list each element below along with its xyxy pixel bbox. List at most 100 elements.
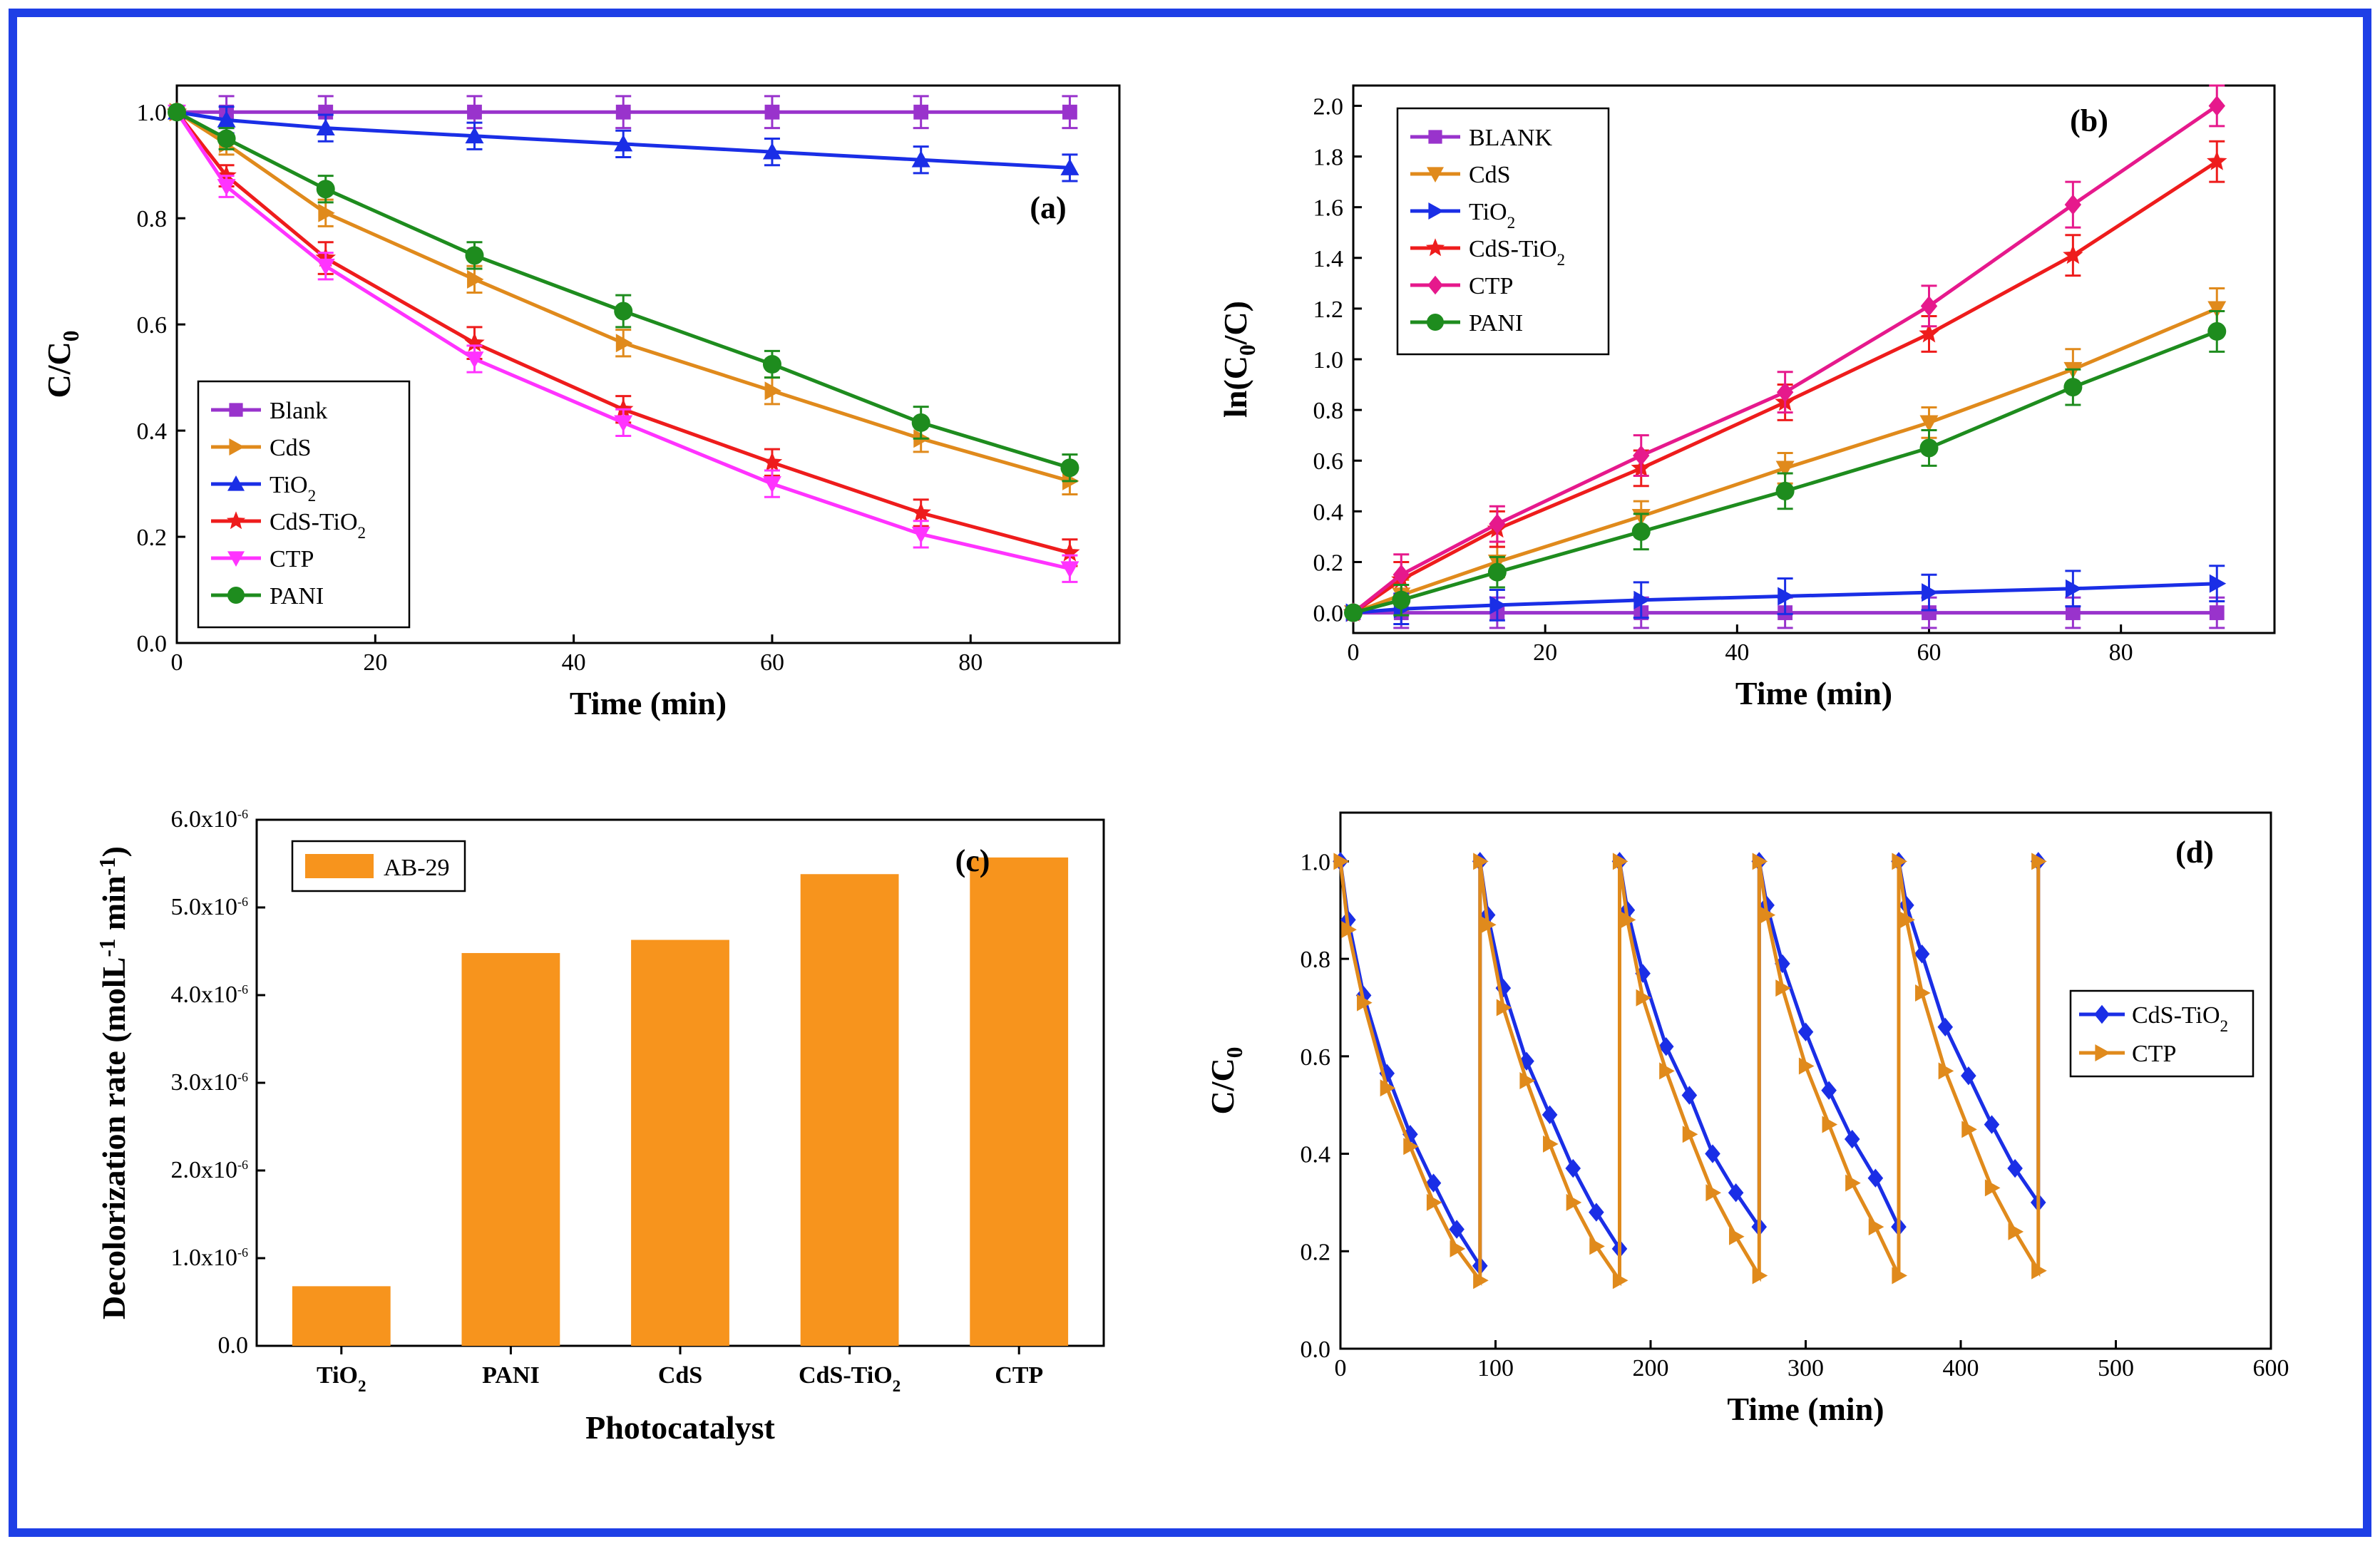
text-span: O: [873, 1362, 892, 1389]
x-tick-label: 0: [171, 649, 183, 676]
y-axis-label: ln(C0/C): [1217, 301, 1260, 418]
text-span: 1.0x10: [171, 1245, 238, 1271]
legend-a: [197, 380, 411, 629]
text-span: CdS-Ti: [799, 1362, 873, 1389]
legend-label: AB-29: [384, 855, 450, 881]
data-point: [1344, 603, 1363, 622]
x-tick-label: 200: [1633, 1355, 1669, 1381]
x-tick-label: 0: [1348, 639, 1360, 666]
text-span: -1: [95, 857, 120, 875]
y-tick-label: 1.0: [1313, 347, 1344, 374]
y-tick-label: 0.0: [218, 1332, 249, 1359]
y-axis-label: Decolorization rate (molL-1 min-1): [95, 846, 132, 1319]
series-line-CdS-TiO2: [175, 110, 1071, 555]
legend-label: CdS-TiO2: [270, 509, 366, 542]
data-point: [1705, 1144, 1720, 1163]
panel-b: 0 20 40 60 800.00.20.40.60.81.01.21.41.61.82…: [1217, 84, 2276, 711]
text-span: -6: [237, 895, 248, 909]
data-point: [1450, 1240, 1466, 1257]
data-point: [1892, 853, 1907, 870]
data-point: [1633, 445, 1650, 466]
plot-frame: [175, 84, 1121, 644]
data-point: [1797, 1022, 1814, 1041]
x-tick-label: 400: [1943, 1355, 1979, 1381]
data-point: [467, 104, 482, 120]
y-axis-label: C/C0: [1204, 1047, 1247, 1115]
data-point: [2207, 301, 2227, 318]
text-span: -6: [237, 807, 248, 821]
text-span: O: [1489, 199, 1507, 225]
data-point: [1449, 1220, 1465, 1239]
legend-marker: [2095, 1044, 2110, 1061]
x-tick-label: 20: [363, 649, 387, 676]
text-span: C: [1204, 1058, 1241, 1081]
y-tick-label: 3.0x10-6: [171, 1069, 249, 1096]
text-span: ): [96, 846, 132, 857]
bar-CdS-TiO2: [800, 874, 899, 1346]
data-point: [1060, 542, 1080, 562]
text-span: ln(: [1217, 379, 1253, 418]
text-span: -6: [237, 982, 248, 997]
text-span: PANI: [270, 583, 324, 609]
text-span: O: [339, 1362, 358, 1389]
text-span: 2: [1557, 251, 1566, 269]
data-point: [1867, 1168, 1884, 1188]
data-point: [1984, 1179, 2001, 1197]
data-point: [1937, 1017, 1954, 1036]
text-span: 4.0x10: [171, 982, 238, 1008]
x-tick-label: 20: [1533, 639, 1557, 666]
legend-marker: [1425, 238, 1445, 257]
text-span: 2: [308, 487, 317, 505]
data-point: [1922, 605, 1937, 620]
series-line-CTP: [1352, 104, 2218, 614]
text-span: CTP: [995, 1362, 1043, 1389]
text-span: CdS-Ti: [1469, 236, 1539, 262]
data-point: [614, 415, 633, 432]
data-point: [1481, 916, 1497, 934]
data-point: [1062, 104, 1077, 120]
text-span: C: [41, 341, 77, 365]
y-tick-label: 0.6: [1313, 448, 1344, 475]
data-point: [2207, 150, 2227, 170]
y-axis-label: C/C0: [41, 331, 83, 398]
legend-label: Blank: [270, 398, 327, 424]
text-span: CTP: [2132, 1041, 2176, 1067]
data-point: [1961, 1121, 1977, 1138]
data-point: [762, 476, 781, 493]
data-point: [1589, 1203, 1604, 1222]
data-point: [1919, 323, 1939, 343]
data-point: [1868, 1218, 1884, 1236]
text-span: min: [96, 875, 132, 938]
x-tick-label: 60: [760, 649, 784, 676]
text-span: Ti: [317, 1362, 339, 1389]
text-span: 2: [2220, 1017, 2229, 1036]
x-tick-label: 600: [2253, 1355, 2289, 1381]
data-point: [1776, 381, 1794, 403]
series-line-TiO2: [176, 110, 1070, 170]
data-point: [1566, 1193, 1582, 1211]
x-axis-label: Time (min): [1735, 675, 1892, 711]
data-point: [1920, 296, 1938, 317]
panel-label-a: (a): [1030, 190, 1066, 225]
y-tick-label: 1.2: [1313, 297, 1344, 323]
data-point: [1496, 999, 1512, 1017]
data-point: [2208, 96, 2225, 116]
data-point: [1543, 1135, 1559, 1153]
data-point: [465, 246, 484, 265]
data-point: [1487, 562, 1507, 582]
x-tick-label: 40: [562, 649, 586, 676]
x-tick-label: 60: [1917, 639, 1942, 666]
data-point: [615, 104, 631, 120]
y-tick-label: 0.2: [137, 525, 168, 551]
legend-label: TiO2: [1469, 199, 1515, 232]
text-span: CdS: [270, 435, 312, 461]
data-point: [911, 150, 930, 168]
data-point: [1612, 853, 1628, 870]
data-point: [1357, 994, 1373, 1012]
data-point: [1922, 583, 1939, 602]
y-tick-label: 0.2: [1301, 1239, 1331, 1265]
text-span: CTP: [1469, 273, 1513, 299]
legend-marker: [226, 511, 246, 530]
